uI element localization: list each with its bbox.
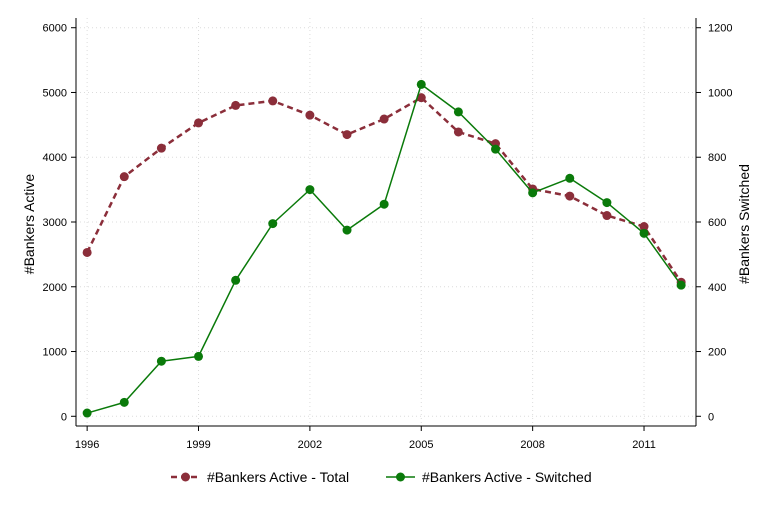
data-point [453, 107, 463, 117]
y-right-axis-title: #Bankers Switched [736, 164, 752, 284]
data-point [119, 172, 129, 182]
data-point [231, 100, 241, 110]
y-left-tick-label: 6000 [43, 23, 67, 35]
y-left-tick-label: 2000 [43, 282, 67, 294]
data-point [639, 228, 649, 238]
series [82, 79, 686, 418]
data-point [194, 118, 204, 128]
data-point [565, 191, 575, 201]
data-point [379, 199, 389, 209]
legend-item-switched: #Bankers Active - Switched [386, 469, 592, 485]
data-point [602, 198, 612, 208]
legend: #Bankers Active - Total #Bankers Active … [171, 469, 592, 485]
x-tick-label: 1996 [75, 439, 99, 451]
data-point [676, 280, 686, 290]
x-tick-label: 2005 [409, 439, 433, 451]
data-point [565, 173, 575, 183]
data-point [416, 93, 426, 103]
data-point [268, 219, 278, 229]
data-point [194, 351, 204, 361]
legend-label-total: #Bankers Active - Total [207, 469, 349, 485]
x-tick-label: 1999 [186, 439, 210, 451]
series-line [86, 83, 682, 414]
data-point [156, 356, 166, 366]
axes [71, 18, 701, 431]
data-point [639, 222, 649, 232]
data-point [82, 408, 92, 418]
legend-item-total: #Bankers Active - Total [171, 469, 349, 485]
data-point [82, 247, 92, 257]
data-point [528, 188, 538, 198]
y-right-tick-label: 1000 [708, 87, 732, 99]
data-point [231, 275, 241, 285]
data-point [602, 211, 612, 221]
y-left-tick-label: 4000 [43, 152, 67, 164]
series-line [86, 96, 683, 283]
data-point [416, 79, 426, 89]
data-point [342, 130, 352, 140]
y-left-tick-label: 3000 [43, 217, 67, 229]
x-tick-label: 2002 [298, 439, 322, 451]
y-right-tick-label: 0 [708, 411, 714, 423]
y-left-tick-label: 1000 [43, 347, 67, 359]
y-right-tick-label: 400 [708, 282, 726, 294]
legend-swatch-total-marker [181, 472, 190, 482]
series-total [82, 93, 686, 287]
data-point [119, 397, 129, 407]
legend-label-switched: #Bankers Active - Switched [422, 469, 592, 485]
grid-lines [76, 18, 696, 426]
series-switched [82, 79, 686, 418]
x-tick-label: 2008 [520, 439, 544, 451]
y-left-tick-label: 0 [61, 411, 67, 423]
data-point [342, 225, 352, 235]
data-point [453, 127, 463, 137]
tick-labels: 0 1000 2000 3000 4000 5000 6000 0 200 400 600 800 10… [43, 23, 733, 451]
y-right-tick-label: 200 [708, 347, 726, 359]
y-left-tick-label: 5000 [43, 87, 67, 99]
data-point [268, 96, 278, 106]
y-right-tick-label: 600 [708, 217, 726, 229]
y-right-tick-label: 1200 [708, 23, 732, 35]
data-point [305, 185, 315, 195]
data-point [156, 143, 166, 153]
data-point [379, 114, 389, 124]
data-point [491, 144, 501, 154]
y-left-axis-title: #Bankers Active [21, 174, 37, 275]
y-right-tick-label: 800 [708, 152, 726, 164]
data-point [305, 110, 315, 120]
x-tick-label: 2011 [632, 439, 656, 451]
legend-swatch-switched-marker [396, 472, 405, 482]
